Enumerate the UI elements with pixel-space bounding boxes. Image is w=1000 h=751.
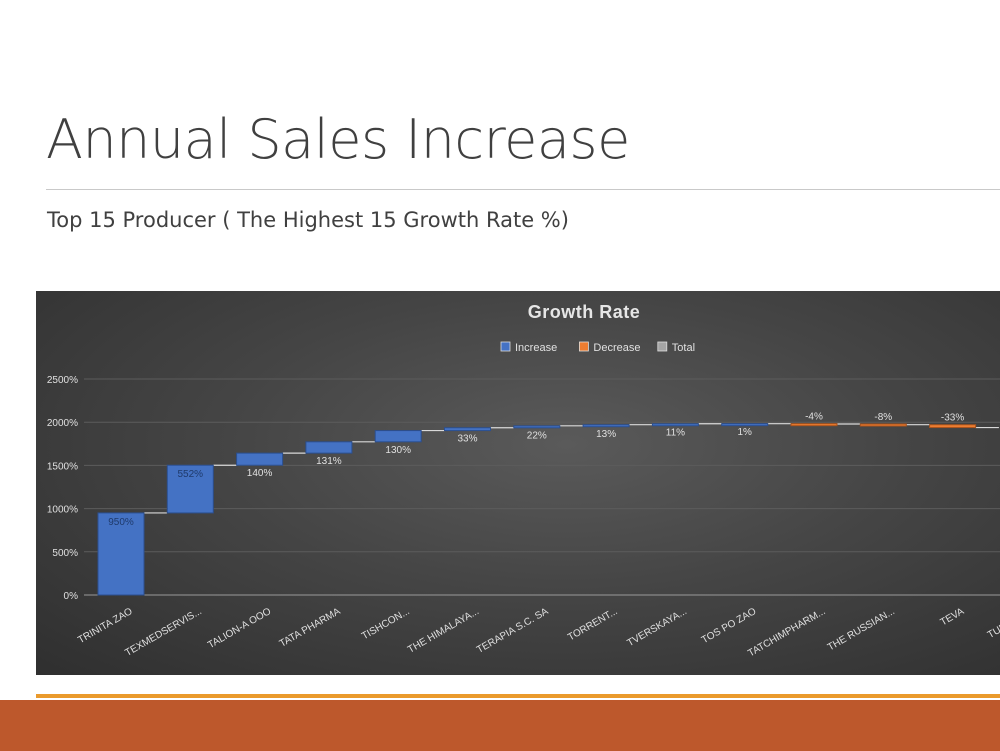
slide-title: Annual Sales Increase bbox=[46, 108, 630, 171]
data-label: 130% bbox=[385, 445, 411, 456]
category-label: TULSKAYA bbox=[986, 606, 1000, 641]
category-label: THE RUSSIAN... bbox=[826, 606, 897, 653]
legend-label-total: Total bbox=[672, 342, 695, 354]
data-label: 13% bbox=[596, 429, 616, 440]
waterfall-bar bbox=[859, 423, 907, 427]
data-label: 950% bbox=[108, 517, 134, 528]
data-label: -33% bbox=[941, 413, 964, 424]
waterfall-bar bbox=[305, 441, 353, 454]
category-label: TEVA bbox=[939, 606, 967, 628]
data-label: 22% bbox=[527, 431, 547, 442]
y-axis: 0% 500% 1000% 1500% 2000% 2500% bbox=[47, 375, 1000, 602]
category-label: TISHCON... bbox=[360, 606, 412, 642]
category-label: TATA PHARMA bbox=[278, 606, 343, 650]
y-tick-label: 2000% bbox=[47, 418, 78, 429]
waterfall-connectors bbox=[144, 423, 999, 514]
category-label: TERAPIA S.C. SA bbox=[475, 606, 551, 656]
waterfall-bar bbox=[97, 512, 145, 596]
waterfall-bar bbox=[582, 424, 630, 428]
data-label: 33% bbox=[457, 434, 477, 445]
waterfall-bar bbox=[444, 427, 491, 432]
data-label: 140% bbox=[247, 468, 273, 479]
chart-legend: Increase Decrease Total bbox=[500, 341, 695, 354]
data-label: 11% bbox=[666, 428, 685, 439]
y-tick-label: 2500% bbox=[47, 375, 78, 386]
chart-gridlines bbox=[84, 378, 1000, 596]
category-label: TOS PO ZAO bbox=[700, 606, 758, 646]
chart-bars bbox=[97, 423, 977, 596]
data-label: 131% bbox=[316, 456, 342, 467]
y-tick-label: 0% bbox=[64, 591, 79, 602]
footer-accent-line bbox=[36, 694, 1000, 698]
chart-panel[interactable]: Growth Rate Increase Decrease Total 0% 500%… bbox=[36, 291, 1000, 675]
data-label: -4% bbox=[805, 412, 823, 423]
waterfall-bar bbox=[651, 423, 699, 427]
category-label: THE HIMALAYA... bbox=[406, 606, 481, 656]
y-tick-label: 1500% bbox=[47, 461, 78, 472]
category-label: TALION-A OOO bbox=[206, 606, 273, 651]
category-label: TEXMEDSERVIS... bbox=[123, 606, 203, 659]
data-labels: 950% 552% 140% 131% 130% 33% 22% 13% 11% 1% -4% -8%… bbox=[108, 412, 964, 528]
waterfall-bar bbox=[236, 452, 284, 466]
category-label: TRINITA ZAO bbox=[76, 606, 134, 646]
legend-swatch-increase bbox=[500, 341, 511, 352]
waterfall-bar bbox=[929, 424, 977, 429]
legend-swatch-decrease bbox=[579, 341, 589, 352]
waterfall-bar bbox=[790, 423, 838, 427]
data-label: 1% bbox=[737, 427, 752, 438]
category-label: TATCHIMPHARM... bbox=[746, 606, 827, 659]
legend-swatch-total bbox=[657, 341, 668, 352]
waterfall-bar bbox=[166, 464, 214, 514]
legend-label-increase: Increase bbox=[515, 342, 557, 354]
waterfall-bar bbox=[721, 423, 769, 427]
y-tick-label: 1000% bbox=[47, 505, 78, 516]
footer-band bbox=[0, 700, 1000, 751]
data-label: 552% bbox=[178, 469, 204, 480]
chart-title: Growth Rate bbox=[528, 302, 641, 322]
y-tick-label: 500% bbox=[52, 548, 78, 559]
data-label: -8% bbox=[874, 412, 892, 423]
waterfall-bar bbox=[513, 425, 561, 429]
category-label: TORRENT... bbox=[566, 606, 619, 643]
slide-subtitle: Top 15 Producer ( The Highest 15 Growth … bbox=[47, 208, 569, 232]
legend-label-decrease: Decrease bbox=[593, 342, 640, 354]
category-label: TVERSKAYA... bbox=[625, 606, 688, 649]
waterfall-bar bbox=[374, 430, 422, 443]
title-divider bbox=[46, 189, 1000, 190]
growth-rate-chart[interactable]: Growth Rate Increase Decrease Total 0% 500%… bbox=[36, 291, 1000, 675]
